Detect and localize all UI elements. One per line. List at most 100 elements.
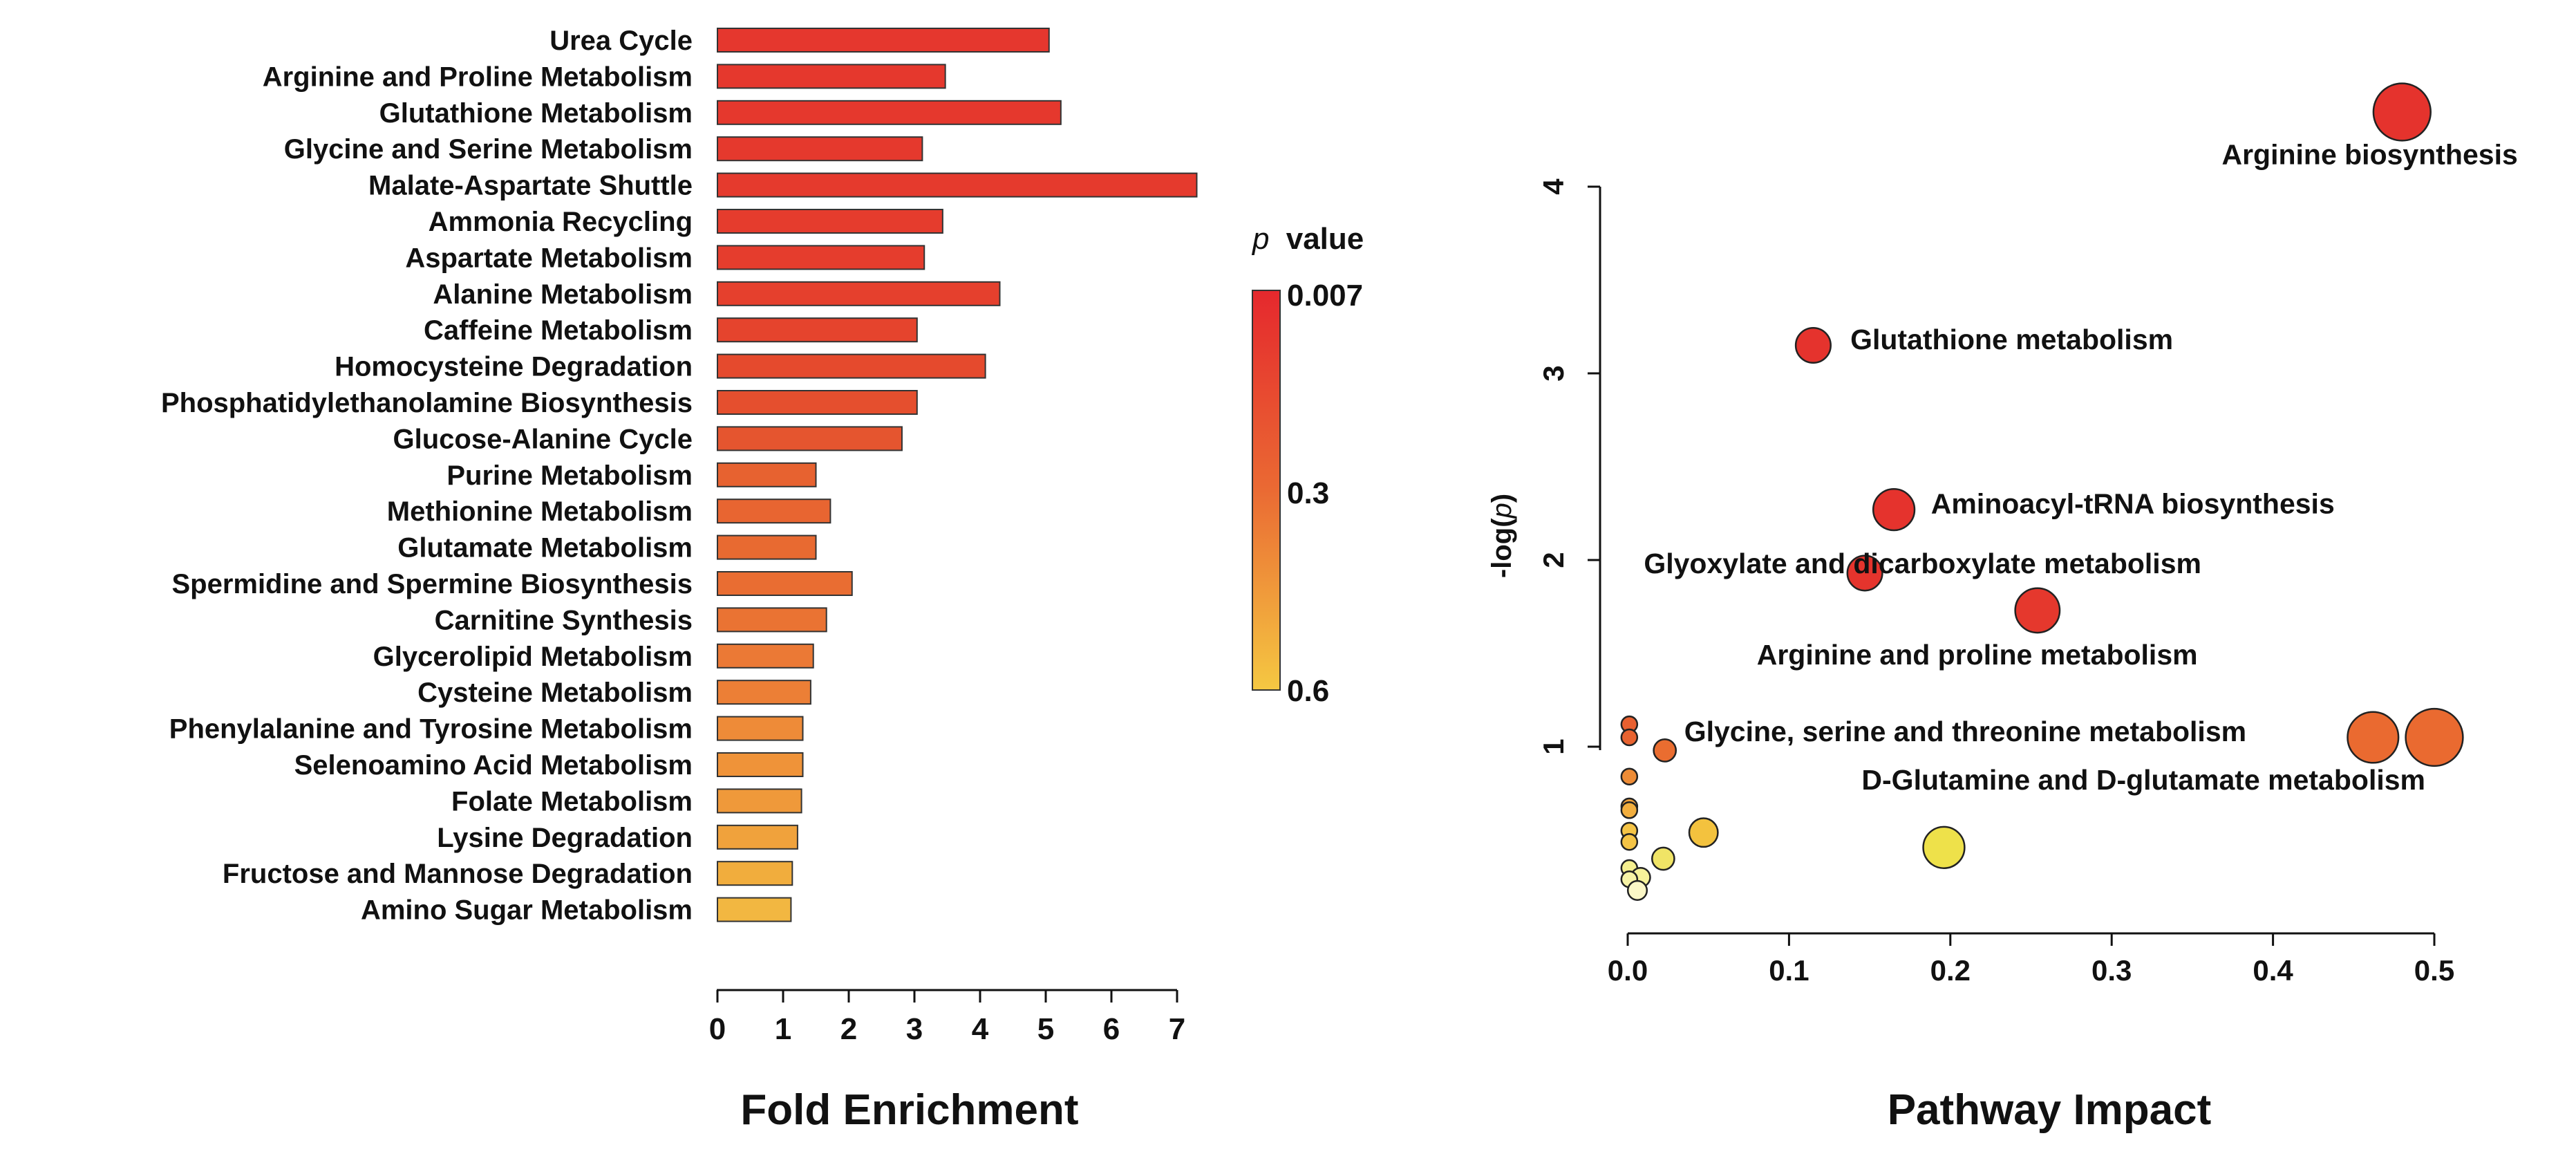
x-tick-label: 0.3: [2091, 954, 2132, 987]
bar: [717, 172, 1198, 198]
y-label-prefix: -log(: [1487, 518, 1517, 578]
bar-label: Homocysteine Degradation: [335, 352, 693, 382]
legend-label-middle: 0.3: [1287, 476, 1329, 510]
y-tick-label: 2: [1537, 552, 1570, 568]
y-axis-ticks: 1 2 3 4: [1537, 178, 1600, 755]
bar: [717, 390, 918, 415]
pathway-point: [1620, 801, 1639, 819]
x-tick-label: 2: [840, 1012, 857, 1046]
legend-colorbar: [1252, 290, 1281, 691]
y-label-suffix: ): [1487, 494, 1517, 503]
bar: [717, 643, 814, 669]
x-tick-label: 0: [709, 1012, 726, 1046]
bar: [717, 607, 827, 633]
pathway-points: [1620, 82, 2464, 901]
bar: [717, 136, 923, 162]
bar: [717, 498, 831, 524]
y-tick-label: 3: [1537, 365, 1570, 381]
bar-label: Folate Metabolism: [451, 786, 693, 817]
bar-label: Alanine Metabolism: [433, 279, 693, 310]
pathway-point: [1620, 767, 1639, 785]
x-tick-label: 4: [972, 1012, 989, 1046]
pathway-point: [1620, 832, 1639, 851]
point-annotation: D-Glutamine and D-glutamate metabolism: [1861, 764, 2425, 796]
bar: [717, 28, 1050, 53]
bar: [717, 426, 903, 451]
legend-label-bottom: 0.6: [1287, 674, 1329, 708]
y-label-italic: p: [1487, 503, 1517, 519]
bar: [717, 752, 804, 777]
bar: [717, 209, 943, 234]
x-axis-ticks: 0.0 0.1 0.2 0.3 0.4 0.5: [1608, 933, 2454, 987]
bar-label: Arginine and Proline Metabolism: [263, 62, 693, 92]
pathway-point: [1688, 817, 1719, 848]
bar-label: Caffeine Metabolism: [424, 315, 693, 346]
bar-label: Glutathione Metabolism: [379, 98, 693, 129]
bar: [717, 534, 817, 560]
bar-label: Carnitine Synthesis: [435, 605, 693, 635]
bar-label: Glucose-Alanine Cycle: [393, 424, 693, 454]
bar-label: Phosphatidylethanolamine Biosynthesis: [161, 388, 693, 418]
bar-label: Urea Cycle: [549, 26, 693, 56]
y-tick-label: 1: [1537, 738, 1570, 754]
bar-category-labels: Urea Cycle Arginine and Proline Metabolis…: [161, 26, 693, 926]
pathway-annotations: Arginine biosynthesis Glutathione metabol…: [1644, 139, 2517, 796]
point-annotation: Aminoacyl-tRNA biosynthesis: [1931, 488, 2335, 520]
point-annotation: Glyoxylate and dicarboxylate metabolism: [1644, 548, 2201, 579]
pathway-point: [1846, 554, 1883, 592]
x-tick-label: 0.2: [1930, 954, 1971, 987]
x-tick-label: 0.5: [2414, 954, 2454, 987]
bar: [717, 353, 986, 379]
bar: [717, 245, 925, 270]
pathway-point: [1872, 487, 1916, 532]
x-tick-label: 5: [1037, 1012, 1054, 1046]
x-tick-label: 6: [1103, 1012, 1120, 1046]
bar-label: Purine Metabolism: [446, 460, 693, 491]
bar: [717, 680, 811, 705]
point-annotation: Arginine and proline metabolism: [1757, 639, 2198, 671]
bar-label: Malate-Aspartate Shuttle: [368, 171, 693, 201]
pathway-point: [1653, 738, 1677, 763]
legend-title: p value: [1251, 222, 1364, 256]
bar: [717, 824, 798, 850]
bar-label: Cysteine Metabolism: [417, 678, 693, 708]
bar-label: Amino Sugar Metabolism: [361, 895, 693, 926]
p-value-legend: p value 0.007 0.3 0.6: [1251, 222, 1364, 708]
legend-title-text: value: [1286, 222, 1364, 256]
pathway-point: [1620, 728, 1639, 747]
legend-label-top: 0.007: [1287, 279, 1363, 313]
point-annotation: Glycine, serine and threonine metabolism: [1684, 716, 2246, 747]
bar-label: Ammonia Recycling: [429, 207, 693, 237]
pathway-point: [1794, 326, 1832, 364]
legend-title-italic: p: [1251, 222, 1269, 256]
bars: [717, 28, 1198, 922]
y-axis-label: -log(p): [1487, 494, 1517, 578]
bar: [717, 861, 793, 886]
x-tick-label: 1: [775, 1012, 791, 1046]
bar-label: Lysine Degradation: [437, 823, 693, 853]
pathway-point: [1651, 846, 1675, 871]
bar-label: Glycerolipid Metabolism: [373, 642, 693, 672]
x-tick-label: 0.0: [1608, 954, 1648, 987]
x-tick-label: 7: [1169, 1012, 1185, 1046]
bar: [717, 462, 817, 487]
x-tick-label: 0.1: [1769, 954, 1809, 987]
bar-label: Glutamate Metabolism: [397, 533, 693, 563]
pathway-point: [2372, 82, 2432, 142]
bar-label: Aspartate Metabolism: [405, 243, 693, 273]
pathway-impact-scatter: 1 2 3 4 0.0 0.1 0.2 0.3 0.4 0.5 Arginine biosynt…: [1487, 82, 2518, 1134]
x-tick-label: 3: [906, 1012, 923, 1046]
pathway-point: [2405, 707, 2464, 767]
bar-label: Phenylalanine and Tyrosine Metabolism: [169, 714, 693, 745]
y-tick-label: 4: [1537, 178, 1570, 195]
bar: [717, 281, 1001, 306]
bar: [717, 64, 946, 89]
bar-label: Methionine Metabolism: [387, 496, 693, 527]
bar: [717, 716, 804, 741]
bar: [717, 788, 802, 814]
bar-label: Fructose and Mannose Degradation: [223, 859, 693, 889]
x-tick-label: 0.4: [2253, 954, 2293, 987]
x-axis-label: Pathway Impact: [1888, 1086, 2212, 1134]
bar: [717, 897, 792, 922]
